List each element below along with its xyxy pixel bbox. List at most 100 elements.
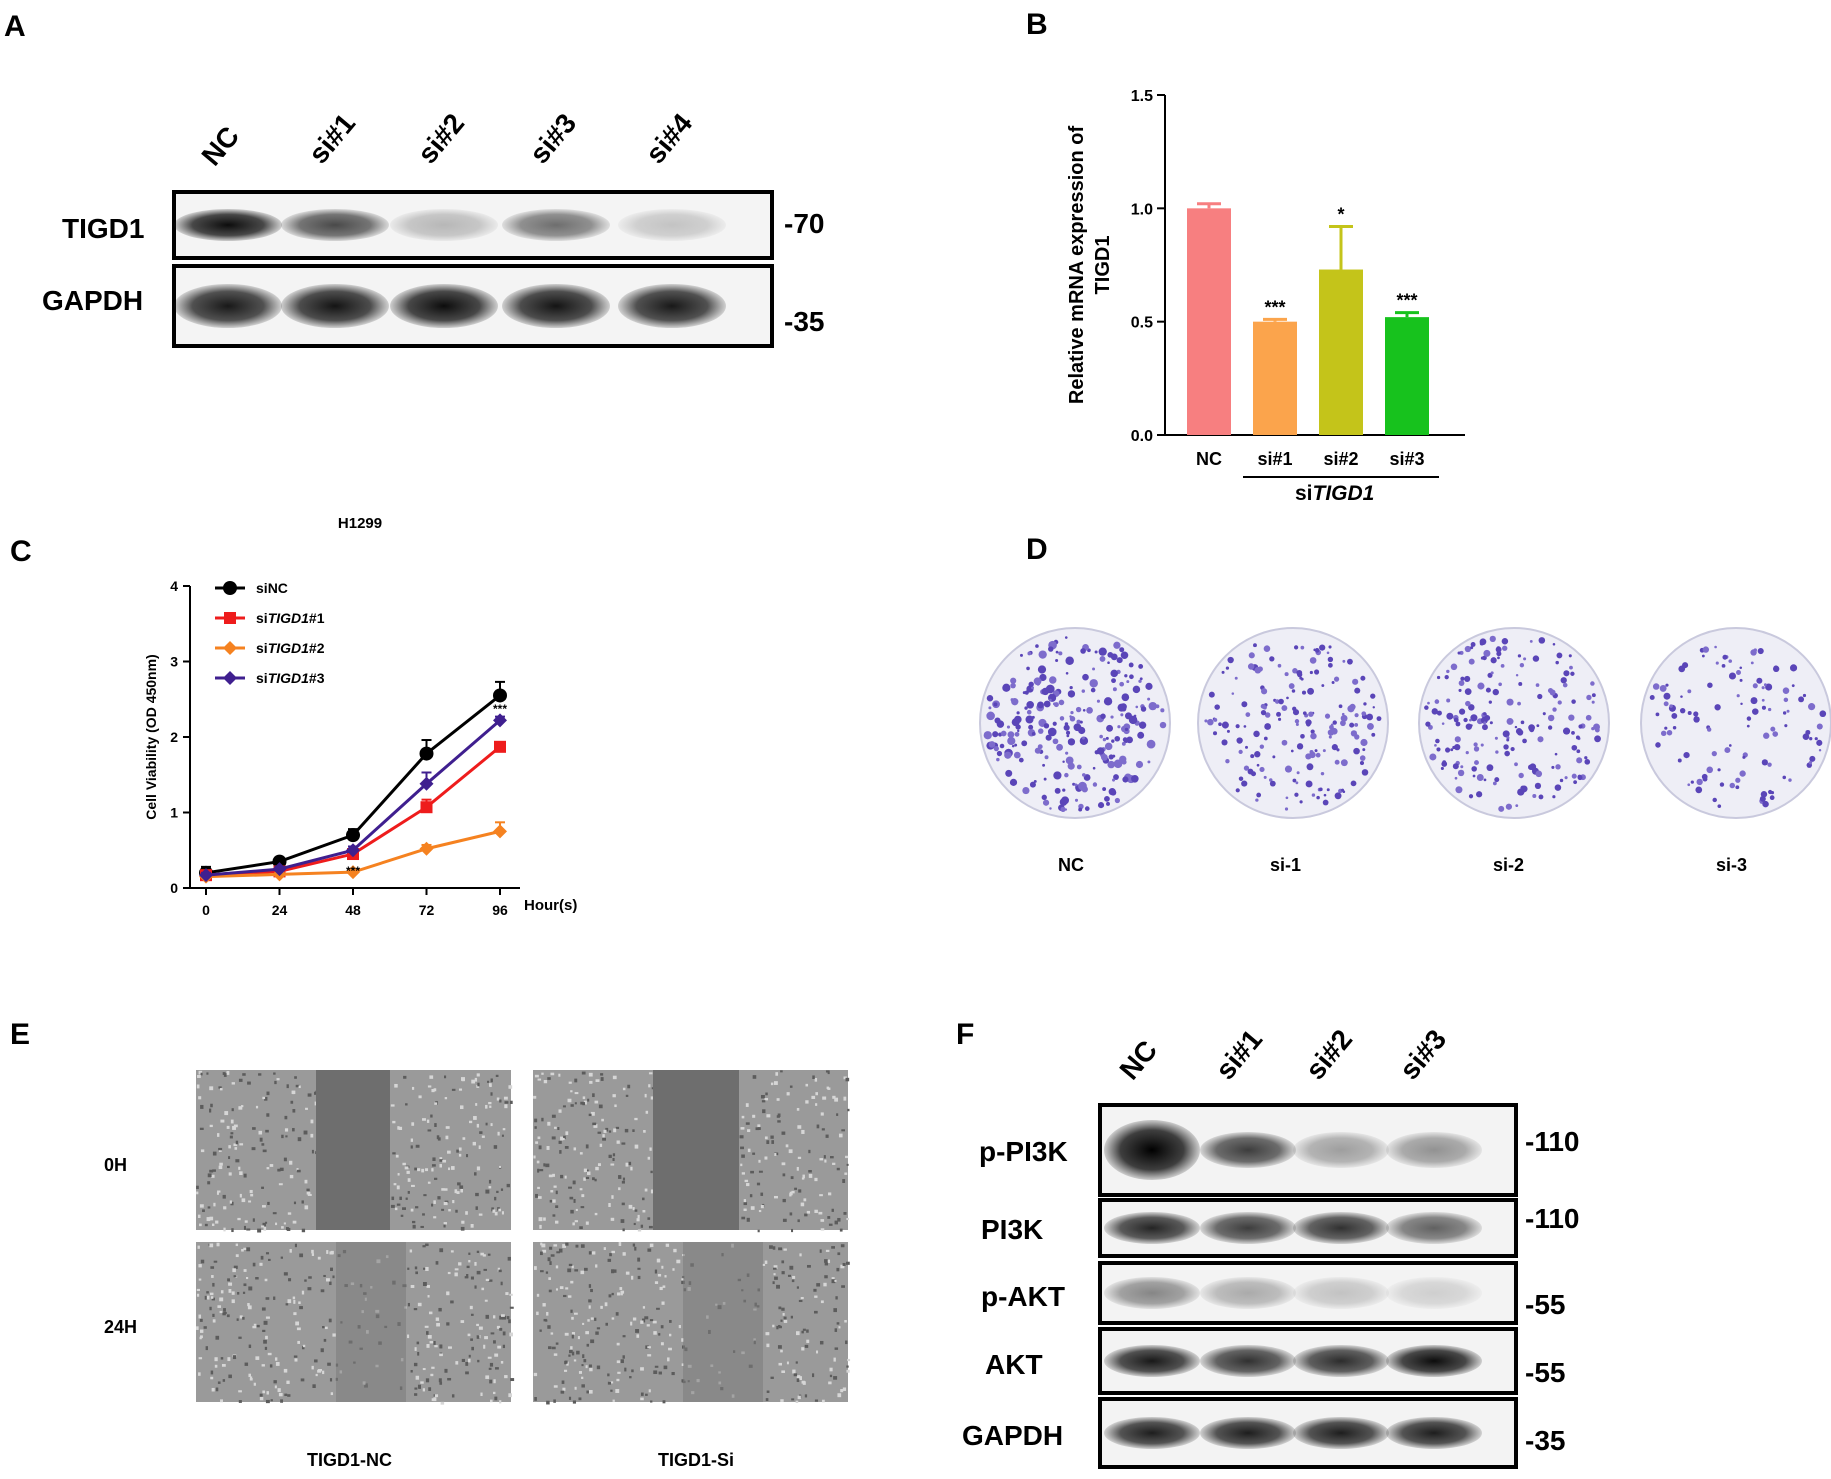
cell <box>265 1129 269 1133</box>
colony <box>1022 691 1026 695</box>
cell <box>209 1108 212 1113</box>
cell <box>224 1111 229 1116</box>
cell <box>219 1088 223 1091</box>
colony <box>1295 722 1299 726</box>
protein-band <box>1104 1345 1200 1377</box>
cell <box>405 1197 408 1200</box>
x-tick-label: si#1 <box>1257 449 1292 469</box>
cell <box>790 1315 793 1319</box>
colony <box>1122 737 1128 742</box>
colony <box>1314 669 1320 675</box>
cell <box>217 1305 222 1308</box>
cell <box>822 1096 827 1100</box>
colony <box>1028 681 1034 687</box>
cell <box>553 1385 558 1388</box>
cell <box>332 1333 336 1337</box>
colony <box>1504 750 1510 757</box>
data-point <box>346 843 360 858</box>
cell <box>804 1394 808 1398</box>
cell <box>431 1203 434 1207</box>
cell <box>488 1179 492 1184</box>
colony <box>1309 670 1313 675</box>
cell <box>558 1073 561 1077</box>
colony <box>1500 664 1505 668</box>
colony <box>1075 706 1082 713</box>
cell <box>634 1117 638 1121</box>
colony <box>1043 777 1047 781</box>
cell <box>247 1305 252 1310</box>
cell <box>562 1387 566 1391</box>
colony <box>1729 782 1736 789</box>
colony <box>1714 704 1721 711</box>
cell <box>839 1228 843 1232</box>
cell <box>461 1358 466 1362</box>
cell <box>508 1319 511 1324</box>
colony <box>1207 718 1214 726</box>
cell <box>824 1159 827 1163</box>
cell <box>845 1340 848 1345</box>
colony <box>1671 713 1678 719</box>
colony <box>1477 682 1485 690</box>
colony <box>1006 725 1011 729</box>
cell <box>489 1084 492 1088</box>
cell <box>543 1163 546 1167</box>
colony <box>1436 710 1442 716</box>
cell <box>657 1273 662 1277</box>
cell <box>411 1220 416 1224</box>
cell <box>262 1329 266 1333</box>
colony <box>1065 756 1074 765</box>
cell <box>200 1072 203 1076</box>
cell <box>563 1135 566 1140</box>
colony <box>1148 701 1157 711</box>
panel-letter-a: A <box>4 10 26 43</box>
scratch-wound <box>683 1242 763 1402</box>
cell <box>555 1205 559 1208</box>
cell <box>743 1199 746 1203</box>
x-tick-label: si#3 <box>1389 449 1424 469</box>
cell <box>508 1393 512 1398</box>
colony <box>1138 721 1147 729</box>
cell <box>476 1335 480 1339</box>
colony <box>1059 798 1068 806</box>
cell <box>588 1284 592 1288</box>
cell <box>819 1340 824 1345</box>
cell <box>485 1278 490 1282</box>
colony <box>1359 755 1366 761</box>
colony <box>1147 760 1151 764</box>
cell <box>420 1381 424 1384</box>
colony <box>1259 744 1265 749</box>
colony <box>1328 645 1332 649</box>
cell <box>255 1105 259 1109</box>
cell <box>821 1128 825 1131</box>
cell <box>432 1157 436 1161</box>
cell <box>757 1124 761 1128</box>
cell <box>590 1288 593 1293</box>
cell <box>411 1086 415 1090</box>
cell <box>676 1259 681 1264</box>
cell <box>474 1285 477 1289</box>
cell <box>797 1395 801 1400</box>
colony <box>1052 731 1056 735</box>
cell <box>229 1200 232 1204</box>
colony <box>1450 663 1458 671</box>
colony <box>1517 701 1521 706</box>
colony <box>1227 656 1234 664</box>
cell <box>273 1380 277 1384</box>
cell <box>783 1248 787 1251</box>
cell <box>593 1124 598 1128</box>
cell <box>239 1143 244 1146</box>
protein-band <box>1293 1212 1389 1244</box>
cell <box>470 1313 474 1316</box>
cell <box>814 1399 819 1402</box>
cell <box>750 1170 754 1174</box>
cell <box>248 1344 252 1348</box>
cell <box>806 1329 809 1333</box>
colony <box>1340 720 1346 727</box>
colony <box>1518 681 1523 686</box>
cell <box>235 1140 239 1145</box>
cell <box>603 1247 606 1251</box>
cell <box>425 1266 429 1271</box>
x-tick-label: 72 <box>419 902 435 918</box>
cell <box>582 1354 585 1359</box>
